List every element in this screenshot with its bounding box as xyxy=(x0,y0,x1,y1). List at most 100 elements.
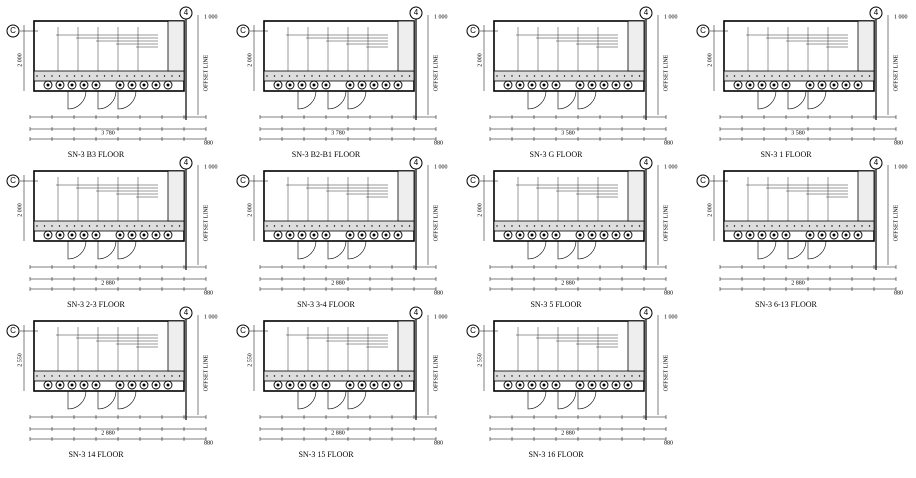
panel-title: SN-3 B2-B1 FLOOR xyxy=(292,150,361,159)
fixture-core xyxy=(324,83,328,87)
fixture xyxy=(503,230,513,240)
hatch-dot xyxy=(496,375,498,377)
fixture-core xyxy=(856,83,860,87)
hatch-dot xyxy=(556,225,558,227)
fixture-core xyxy=(46,383,50,387)
hatch-dot xyxy=(378,375,381,377)
grid-label: C xyxy=(470,326,476,335)
hatch-dot xyxy=(763,225,766,227)
offset-label: OFFSET LINE xyxy=(433,204,439,241)
column xyxy=(397,20,415,72)
fixture-core xyxy=(602,233,606,237)
hatch-dot xyxy=(563,75,566,77)
fixture-core xyxy=(626,83,630,87)
hatch-dot xyxy=(348,225,351,227)
hatch-dot xyxy=(81,75,83,77)
hatch-dot xyxy=(303,225,306,227)
dimension: 2 550 xyxy=(477,353,483,367)
hatch-dot xyxy=(58,375,61,377)
hatch-dot xyxy=(631,75,633,77)
hatch-dot xyxy=(348,75,351,77)
panel-title: SN-3 3-4 FLOOR xyxy=(297,300,355,309)
door-swing xyxy=(577,390,597,410)
hatch-dot xyxy=(118,375,121,377)
door-swing xyxy=(117,390,137,410)
fixture-core xyxy=(578,233,582,237)
fixture xyxy=(841,80,851,90)
door-swing xyxy=(297,240,317,260)
fixture-core xyxy=(70,83,74,87)
floor-panel: C 4 1 000 2 000 OFFSET LINE 2 880 880 SN-3 6-13… xyxy=(696,156,908,309)
fixture xyxy=(551,80,561,90)
fixture xyxy=(139,80,149,90)
hatch-dot xyxy=(401,225,403,227)
slab xyxy=(493,220,645,232)
fixture-core xyxy=(384,233,388,237)
dimension: 2 000 xyxy=(477,53,483,67)
hatch-dot xyxy=(503,375,506,377)
dimension: 2 880 xyxy=(561,280,575,286)
fixture-core xyxy=(578,383,582,387)
grid-label: 4 xyxy=(414,158,419,167)
hatch-dot xyxy=(103,225,106,227)
hatch-dot xyxy=(838,225,841,227)
dimension: 2 880 xyxy=(101,430,115,436)
hatch-dot xyxy=(43,375,46,377)
hatch-dot xyxy=(623,75,626,77)
grid-label: 4 xyxy=(184,8,189,17)
hatch-dot xyxy=(771,225,773,227)
floor-panel: C 4 1 000 2 000 OFFSET LINE 2 880 880 SN-3 2-3 … xyxy=(6,156,218,309)
panel-title: SN-3 6-13 FLOOR xyxy=(755,300,817,309)
door-swing xyxy=(347,240,367,260)
door-swing xyxy=(97,390,117,410)
dimension: 1 000 xyxy=(664,14,678,20)
hatch-dot xyxy=(511,225,513,227)
fixture xyxy=(527,380,537,390)
hatch-dot xyxy=(356,75,358,77)
fixture xyxy=(357,230,367,240)
panel-title: SN-3 B3 FLOOR xyxy=(68,150,125,159)
hatch-dot xyxy=(511,75,513,77)
hatch-dot xyxy=(808,75,811,77)
hatch-dot xyxy=(111,375,113,377)
fixture-core xyxy=(396,383,400,387)
fixture xyxy=(381,380,391,390)
fixture xyxy=(503,80,513,90)
dimension: 880 xyxy=(204,440,213,446)
slab xyxy=(33,370,185,382)
fixture-core xyxy=(324,233,328,237)
fixture-core xyxy=(348,233,352,237)
hatch-dot xyxy=(126,375,128,377)
hatch-dot xyxy=(266,375,268,377)
door-swing xyxy=(557,390,577,410)
hatch-dot xyxy=(526,225,528,227)
grid-label: C xyxy=(10,326,16,335)
fixture xyxy=(503,380,513,390)
fixture xyxy=(551,380,561,390)
hatch-dot xyxy=(496,225,498,227)
hatch-dot xyxy=(748,75,751,77)
hatch-dot xyxy=(273,375,276,377)
hatch-dot xyxy=(563,225,566,227)
hatch-dot xyxy=(333,75,336,77)
offset-label: OFFSET LINE xyxy=(433,54,439,91)
fixture-core xyxy=(300,383,304,387)
door-swing xyxy=(807,240,827,260)
fixture xyxy=(43,80,53,90)
fixture xyxy=(539,80,549,90)
fixture xyxy=(163,230,173,240)
dimension: 880 xyxy=(434,140,443,146)
dimension: 1 000 xyxy=(894,14,908,20)
fixture xyxy=(599,380,609,390)
hatch-dot xyxy=(526,75,528,77)
grid-label: 4 xyxy=(644,8,649,17)
fixture-core xyxy=(166,233,170,237)
hatch-dot xyxy=(608,75,611,77)
grid-label: C xyxy=(240,326,246,335)
fixture-core xyxy=(312,83,316,87)
hatch-dot xyxy=(393,75,396,77)
dimension: 880 xyxy=(204,290,213,296)
fixture-core xyxy=(530,383,534,387)
hatch-dot xyxy=(281,375,283,377)
